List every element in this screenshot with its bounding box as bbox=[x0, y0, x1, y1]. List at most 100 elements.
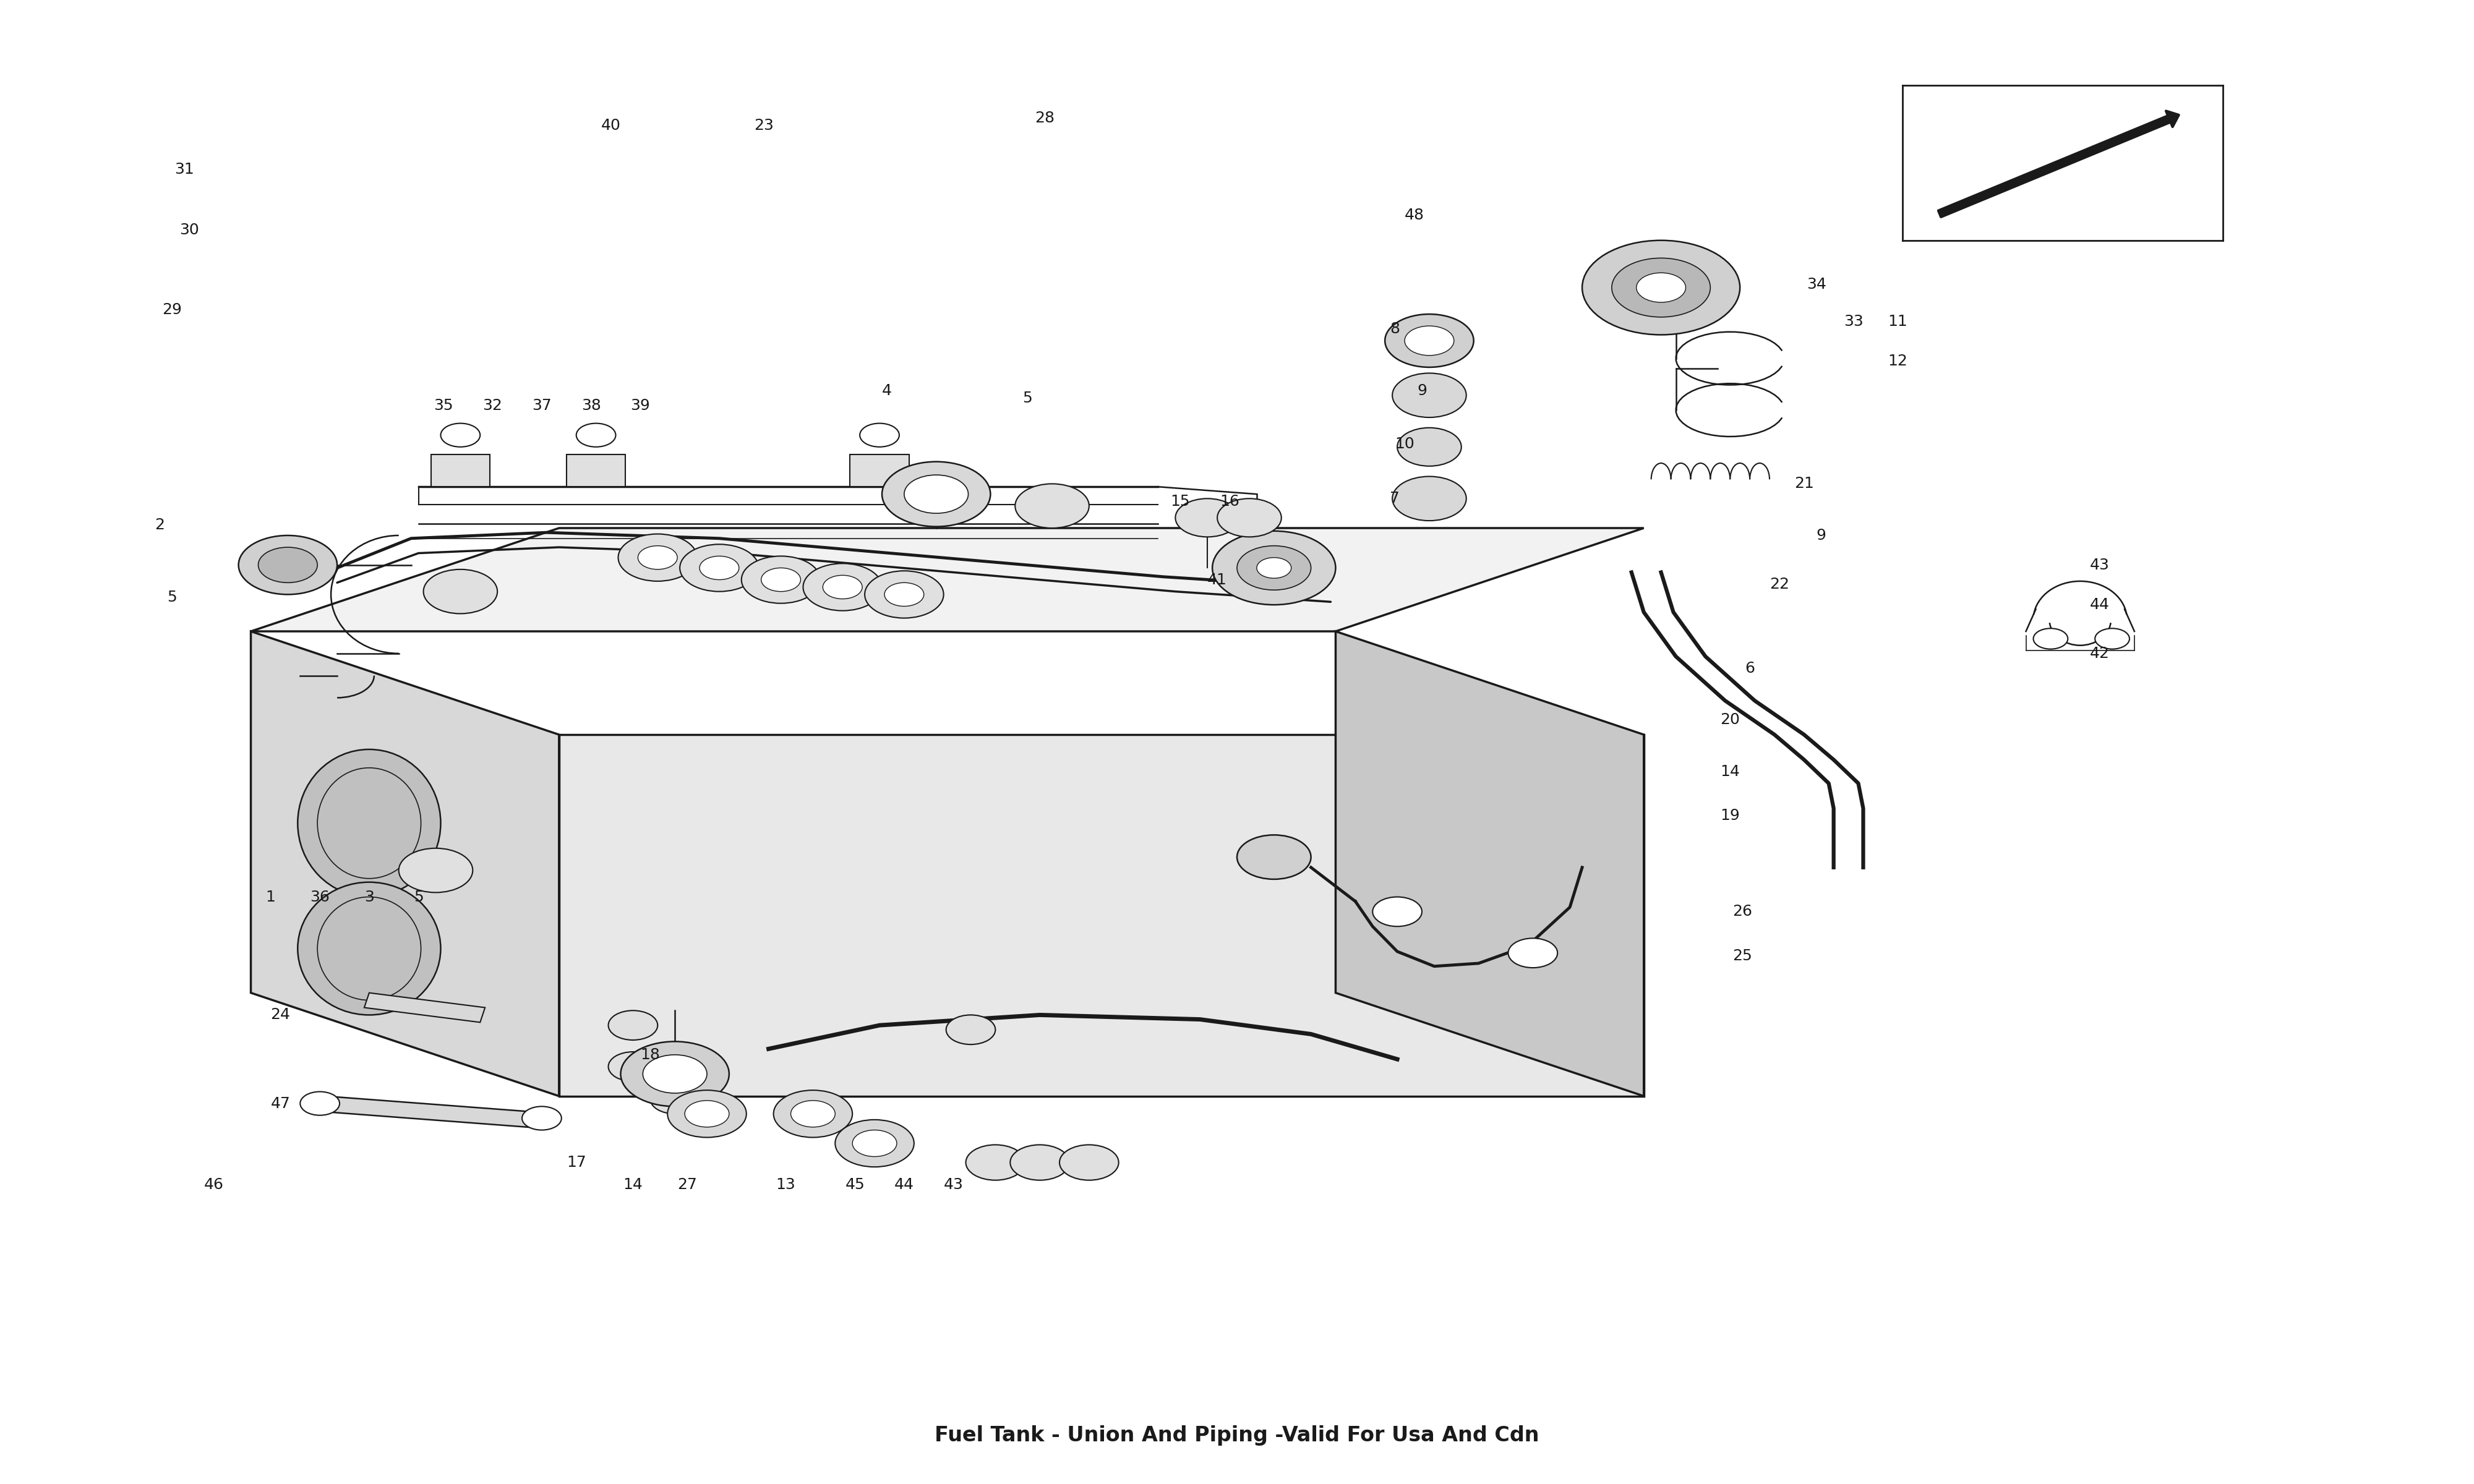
Ellipse shape bbox=[297, 881, 440, 1015]
Circle shape bbox=[824, 576, 863, 600]
Circle shape bbox=[238, 536, 336, 595]
Text: 31: 31 bbox=[176, 162, 193, 177]
Circle shape bbox=[257, 548, 317, 583]
Text: 29: 29 bbox=[163, 303, 181, 318]
Text: 20: 20 bbox=[1719, 712, 1739, 727]
Text: 9: 9 bbox=[1816, 528, 1826, 543]
Circle shape bbox=[1175, 499, 1239, 537]
Text: 30: 30 bbox=[181, 223, 198, 237]
Circle shape bbox=[1635, 273, 1685, 303]
Circle shape bbox=[668, 1091, 747, 1137]
Text: 16: 16 bbox=[1220, 494, 1239, 509]
Text: 18: 18 bbox=[641, 1048, 661, 1063]
Circle shape bbox=[883, 583, 923, 607]
FancyArrowPatch shape bbox=[1937, 111, 2180, 217]
Text: 41: 41 bbox=[1207, 573, 1227, 588]
Text: 5: 5 bbox=[1022, 390, 1032, 405]
Circle shape bbox=[804, 564, 881, 611]
Circle shape bbox=[945, 1015, 995, 1045]
Text: 46: 46 bbox=[203, 1177, 223, 1192]
Polygon shape bbox=[250, 528, 1643, 631]
Circle shape bbox=[522, 1107, 562, 1129]
Text: 26: 26 bbox=[1732, 904, 1752, 919]
Polygon shape bbox=[559, 735, 1643, 1097]
Polygon shape bbox=[364, 993, 485, 1022]
Text: 13: 13 bbox=[777, 1177, 797, 1192]
Circle shape bbox=[1009, 1144, 1069, 1180]
Circle shape bbox=[1509, 938, 1559, 968]
Circle shape bbox=[2095, 628, 2130, 649]
Text: 44: 44 bbox=[893, 1177, 913, 1192]
Text: 9: 9 bbox=[1418, 383, 1427, 398]
Circle shape bbox=[965, 1144, 1024, 1180]
Text: 7: 7 bbox=[1390, 491, 1400, 506]
Circle shape bbox=[1014, 484, 1089, 528]
Text: 5: 5 bbox=[413, 889, 423, 904]
Text: 22: 22 bbox=[1769, 577, 1789, 592]
Circle shape bbox=[700, 556, 740, 580]
Circle shape bbox=[903, 475, 967, 513]
Text: 28: 28 bbox=[1034, 110, 1054, 125]
Text: 2: 2 bbox=[156, 518, 166, 533]
Circle shape bbox=[2034, 628, 2068, 649]
Polygon shape bbox=[851, 454, 908, 487]
Text: 11: 11 bbox=[1888, 315, 1907, 329]
Text: 42: 42 bbox=[2091, 646, 2110, 660]
Circle shape bbox=[836, 1120, 913, 1166]
Circle shape bbox=[1257, 558, 1291, 579]
Polygon shape bbox=[250, 631, 559, 1097]
Text: 43: 43 bbox=[943, 1177, 962, 1192]
Circle shape bbox=[1237, 546, 1311, 591]
Text: 40: 40 bbox=[601, 117, 621, 132]
Circle shape bbox=[1611, 258, 1710, 318]
Text: 19: 19 bbox=[1719, 809, 1739, 824]
Circle shape bbox=[1217, 499, 1282, 537]
Text: 44: 44 bbox=[2091, 598, 2110, 613]
Text: 34: 34 bbox=[1806, 278, 1826, 292]
Circle shape bbox=[1393, 476, 1467, 521]
Text: 12: 12 bbox=[1888, 353, 1907, 368]
Text: 38: 38 bbox=[581, 398, 601, 413]
Circle shape bbox=[651, 1085, 700, 1114]
Circle shape bbox=[1405, 326, 1455, 356]
Text: 3: 3 bbox=[364, 889, 374, 904]
Circle shape bbox=[643, 1055, 708, 1094]
Text: 17: 17 bbox=[567, 1155, 586, 1169]
Circle shape bbox=[398, 849, 473, 892]
Text: 23: 23 bbox=[755, 117, 774, 132]
Circle shape bbox=[1212, 531, 1336, 605]
Circle shape bbox=[685, 1101, 730, 1126]
Text: 37: 37 bbox=[532, 398, 552, 413]
Circle shape bbox=[861, 423, 898, 447]
Text: 35: 35 bbox=[433, 398, 453, 413]
Text: 36: 36 bbox=[309, 889, 329, 904]
Text: 39: 39 bbox=[631, 398, 651, 413]
Text: 4: 4 bbox=[881, 383, 891, 398]
Circle shape bbox=[1583, 240, 1739, 335]
Circle shape bbox=[440, 423, 480, 447]
Circle shape bbox=[881, 462, 990, 527]
Text: 48: 48 bbox=[1405, 208, 1425, 223]
Ellipse shape bbox=[297, 749, 440, 896]
Text: 8: 8 bbox=[1390, 322, 1400, 337]
Circle shape bbox=[1242, 530, 1272, 548]
Circle shape bbox=[1385, 315, 1475, 367]
Circle shape bbox=[1393, 372, 1467, 417]
Text: 21: 21 bbox=[1794, 476, 1813, 491]
Text: 1: 1 bbox=[265, 889, 275, 904]
Text: 33: 33 bbox=[1843, 315, 1863, 329]
Text: 25: 25 bbox=[1732, 948, 1752, 963]
Circle shape bbox=[1398, 427, 1462, 466]
Text: 24: 24 bbox=[270, 1008, 289, 1022]
Text: 14: 14 bbox=[623, 1177, 643, 1192]
Text: Fuel Tank - Union And Piping -Valid For Usa And Cdn: Fuel Tank - Union And Piping -Valid For … bbox=[935, 1425, 1539, 1445]
Circle shape bbox=[618, 534, 698, 582]
Circle shape bbox=[423, 570, 497, 614]
Polygon shape bbox=[567, 454, 626, 487]
Circle shape bbox=[1237, 835, 1311, 879]
Text: 32: 32 bbox=[482, 398, 502, 413]
Circle shape bbox=[774, 1091, 854, 1137]
Circle shape bbox=[854, 1129, 896, 1156]
Circle shape bbox=[742, 556, 821, 604]
Text: 45: 45 bbox=[846, 1177, 866, 1192]
